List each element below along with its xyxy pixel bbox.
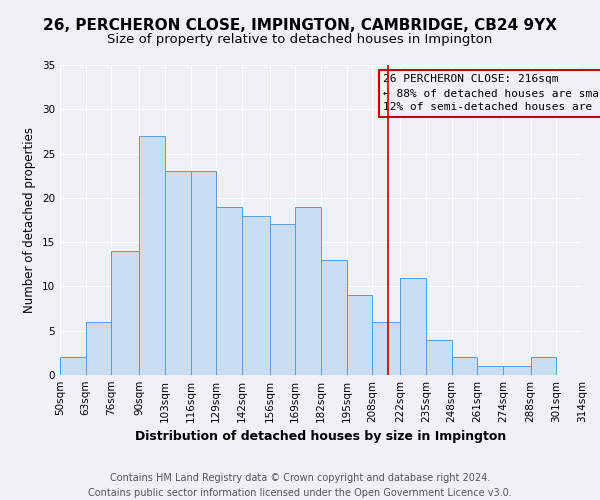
Y-axis label: Number of detached properties: Number of detached properties bbox=[23, 127, 37, 313]
Bar bbox=[373, 322, 400, 375]
Bar bbox=[477, 366, 503, 375]
Bar bbox=[60, 358, 86, 375]
Bar bbox=[86, 322, 112, 375]
Bar bbox=[216, 206, 242, 375]
Bar bbox=[347, 296, 373, 375]
Bar bbox=[191, 172, 216, 375]
Bar bbox=[503, 366, 530, 375]
Text: 26 PERCHERON CLOSE: 216sqm
← 88% of detached houses are smaller (191)
12% of sem: 26 PERCHERON CLOSE: 216sqm ← 88% of deta… bbox=[383, 74, 600, 112]
Text: Contains HM Land Registry data © Crown copyright and database right 2024.
Contai: Contains HM Land Registry data © Crown c… bbox=[88, 472, 512, 498]
Bar bbox=[400, 278, 426, 375]
Bar bbox=[530, 358, 556, 375]
Bar bbox=[242, 216, 269, 375]
Bar bbox=[452, 358, 477, 375]
Bar bbox=[269, 224, 295, 375]
Bar bbox=[295, 206, 321, 375]
Bar bbox=[321, 260, 347, 375]
Bar bbox=[165, 172, 191, 375]
Bar bbox=[139, 136, 165, 375]
Bar bbox=[426, 340, 452, 375]
Text: Size of property relative to detached houses in Impington: Size of property relative to detached ho… bbox=[107, 32, 493, 46]
Text: 26, PERCHERON CLOSE, IMPINGTON, CAMBRIDGE, CB24 9YX: 26, PERCHERON CLOSE, IMPINGTON, CAMBRIDG… bbox=[43, 18, 557, 32]
Bar bbox=[112, 251, 139, 375]
X-axis label: Distribution of detached houses by size in Impington: Distribution of detached houses by size … bbox=[136, 430, 506, 444]
